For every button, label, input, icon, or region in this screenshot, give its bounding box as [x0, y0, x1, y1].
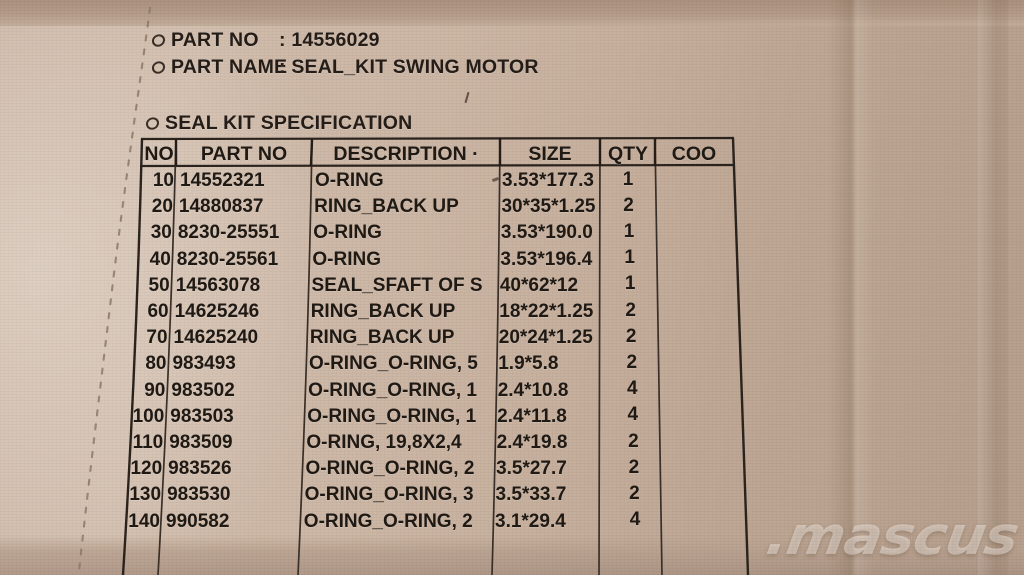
cell-qty: 2 [623, 194, 634, 216]
cell-size: 30*35*1.25 [501, 196, 596, 218]
cell-qty: 1 [624, 247, 635, 269]
cell-qty: 4 [627, 378, 638, 400]
cell-qty: 1 [622, 168, 634, 190]
cell-no: 90 [144, 379, 166, 401]
field-part-name-label: PART NAME [171, 56, 288, 78]
cell-description: O-RING_O-RING, 2 [303, 510, 473, 532]
cell-description: RING_BACK UP [314, 196, 459, 218]
cell-description: O-RING [315, 170, 384, 191]
cell-description: O-RING, 19,8X2,4 [306, 432, 462, 453]
field-part-no-value: 14556029 [291, 29, 380, 51]
cell-no: 140 [128, 510, 160, 532]
cell-size: 3.5*33.7 [495, 484, 567, 506]
section-title: SEAL KIT SPECIFICATION [145, 112, 413, 135]
cell-description: RING_BACK UP [310, 301, 456, 322]
cell-no: 30 [150, 222, 172, 244]
column-header-qty: QTY [607, 143, 649, 165]
cell-no: 80 [145, 353, 167, 375]
cell-size: 40*62*12 [499, 274, 579, 296]
paper-fold-crease [828, 0, 874, 575]
cell-size: 3.1*29.4 [495, 510, 566, 532]
cell-size: 3.53*196.4 [500, 248, 593, 270]
cell-size: 18*22*1.25 [499, 301, 594, 322]
cell-description: O-RING_O-RING, 3 [304, 484, 474, 506]
cell-description: O-RING [313, 222, 382, 244]
cell-no: 70 [146, 327, 168, 349]
cell-qty: 4 [629, 509, 641, 531]
field-part-name-value: SEAL_KIT SWING MOTOR [291, 56, 539, 78]
section-title-text: SEAL KIT SPECIFICATION [165, 112, 413, 134]
column-header-description: DESCRIPTION · [333, 143, 479, 165]
cell-description: O-RING_O-RING, 2 [305, 458, 475, 480]
cell-no: 50 [148, 274, 170, 296]
cell-part-no: 983493 [172, 353, 236, 375]
column-header-coo: COO [671, 143, 717, 165]
field-part-name-separator: : [279, 56, 292, 78]
cell-size: 2.4*10.8 [497, 379, 569, 401]
cell-part-no: 14880837 [178, 196, 264, 218]
cell-part-no: 983503 [170, 405, 234, 427]
cell-no: 120 [130, 458, 163, 480]
cell-qty: 4 [627, 404, 639, 426]
column-header-no: NO [144, 143, 174, 165]
cell-part-no: 14552321 [180, 170, 265, 191]
cell-part-no: 990582 [166, 510, 230, 532]
cell-qty: 2 [626, 351, 638, 373]
paper-edge-crease [978, 0, 1008, 575]
field-part-no-label: PART NO [171, 29, 259, 51]
paper-top-shadow [0, 0, 1024, 26]
cell-qty: 2 [628, 430, 639, 452]
cell-size: 3.53*190.0 [500, 222, 593, 244]
field-part-no: PART NO: 14556029 [151, 29, 380, 52]
cell-size: 3.53*177.3 [502, 170, 594, 191]
field-part-name: PART NAME: SEAL_KIT SWING MOTOR [151, 56, 539, 79]
cell-qty: 2 [629, 482, 640, 504]
cell-description: SEAL_SFAFT OF S [311, 274, 483, 296]
cell-description: O-RING_O-RING, 1 [307, 405, 477, 427]
cell-part-no: 983509 [169, 432, 233, 453]
cell-size: 2.4*11.8 [497, 405, 567, 427]
mascus-watermark: .mascus [761, 506, 1022, 567]
cell-no: 10 [152, 170, 174, 191]
cell-no: 110 [132, 432, 164, 453]
cell-part-no: 8230-25561 [176, 248, 279, 270]
field-part-no-separator: : [279, 29, 292, 51]
cell-qty: 1 [624, 273, 636, 295]
cell-no: 130 [129, 484, 162, 506]
cell-no: 20 [151, 196, 173, 218]
cell-size: 1.9*5.8 [498, 353, 559, 375]
cell-part-no: 983526 [168, 458, 232, 480]
cell-qty: 2 [628, 456, 640, 478]
cell-size: 3.5*27.7 [496, 458, 567, 480]
cell-part-no: 14625240 [173, 327, 259, 349]
column-header-part-no: PART NO [200, 143, 288, 165]
cell-no: 100 [132, 405, 165, 427]
cell-no: 40 [149, 248, 171, 270]
cell-part-no: 983530 [167, 484, 231, 506]
cell-no: 60 [147, 301, 169, 322]
cell-part-no: 8230-25551 [177, 222, 280, 244]
cell-part-no: 14563078 [175, 274, 261, 296]
cell-description: O-RING [312, 248, 382, 270]
cell-description: RING_BACK UP [309, 327, 455, 349]
cell-qty: 2 [625, 325, 637, 347]
cell-description: O-RING_O-RING, 1 [308, 379, 477, 401]
cell-description: O-RING_O-RING, 5 [308, 353, 478, 375]
paper-bottom-shadow [0, 535, 1024, 575]
cell-part-no: 983502 [171, 379, 235, 401]
cell-part-no: 14625246 [174, 301, 260, 322]
column-header-size: SIZE [528, 143, 572, 165]
cell-size: 20*24*1.25 [498, 327, 593, 349]
cell-qty: 2 [625, 299, 636, 321]
cell-size: 2.4*19.8 [496, 432, 568, 453]
perforation-line [77, 0, 153, 575]
cell-qty: 1 [623, 220, 635, 242]
